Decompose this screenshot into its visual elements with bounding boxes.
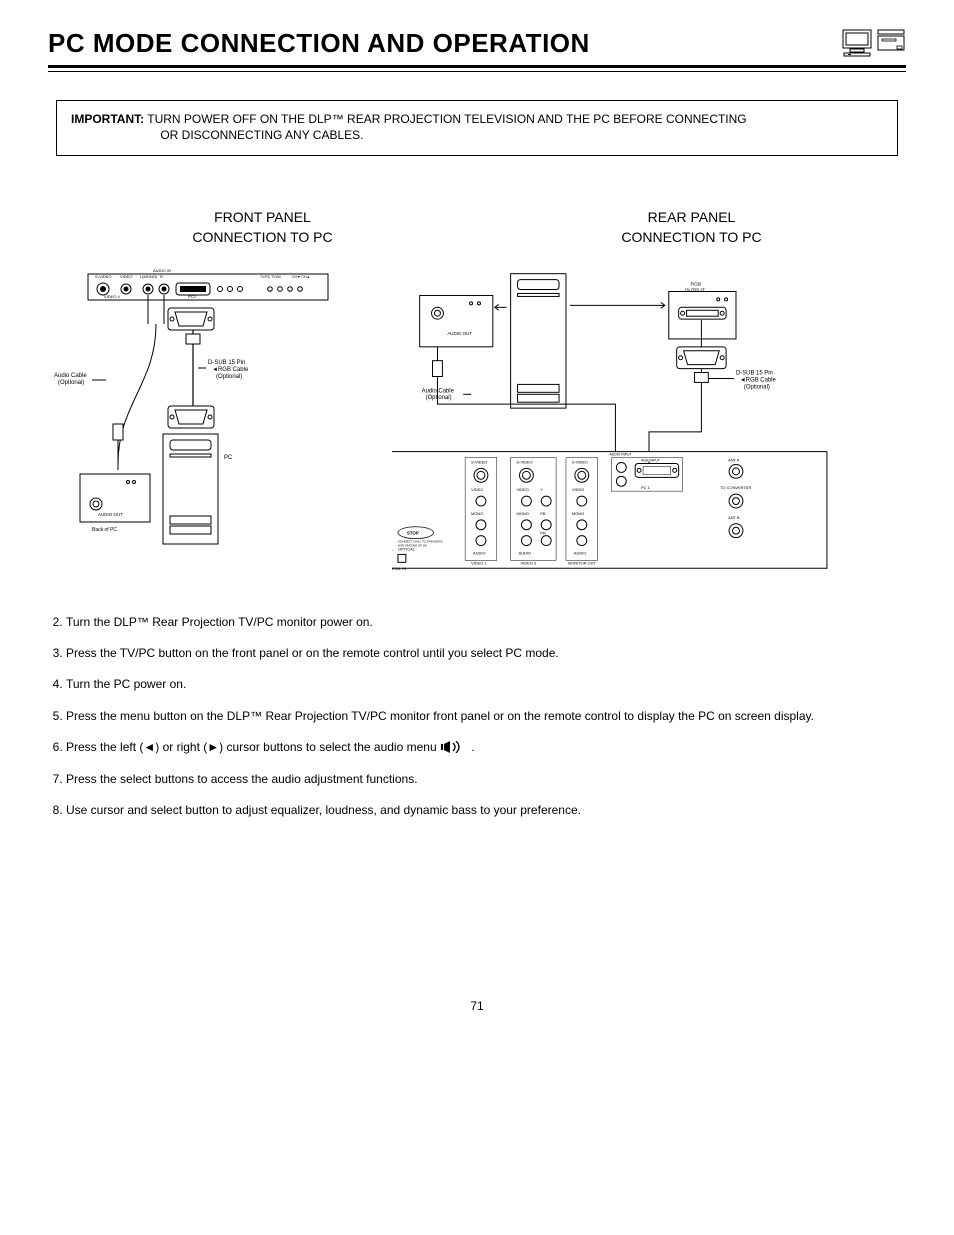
svg-text:PC2: PC2 <box>188 294 197 299</box>
left-cursor-icon: ◄ <box>143 740 155 754</box>
svg-text:AUDIO OUT: AUDIO OUT <box>447 331 472 336</box>
svg-text:DIGITAL IN: DIGITAL IN <box>392 566 406 571</box>
svg-text:MONO: MONO <box>572 510 584 515</box>
svg-text:◄RGB Cable: ◄RGB Cable <box>740 377 777 383</box>
header-underline-thin <box>48 71 906 72</box>
svg-text:AUDIO: AUDIO <box>574 550 586 555</box>
svg-text:CH▼ CH▲: CH▼ CH▲ <box>292 275 310 279</box>
svg-text:MONO: MONO <box>517 510 529 515</box>
svg-text:VIDEO: VIDEO <box>572 487 584 492</box>
important-box: IMPORTANT: TURN POWER OFF ON THE DLP™ RE… <box>56 100 898 156</box>
svg-text:Audio Cable: Audio Cable <box>422 388 455 394</box>
svg-text:PC: PC <box>224 455 233 461</box>
svg-text:S-VIDEO: S-VIDEO <box>95 274 111 279</box>
svg-text:VIDEO 3: VIDEO 3 <box>521 560 537 565</box>
svg-text:L(MONO): L(MONO) <box>140 274 158 279</box>
svg-text:VIDEO 1: VIDEO 1 <box>471 560 487 565</box>
right-cursor-icon: ► <box>207 740 219 754</box>
svg-text:(Optional): (Optional) <box>58 380 84 386</box>
svg-text:ANT A: ANT A <box>728 457 740 462</box>
svg-text:OUTPUT: OUTPUT <box>685 287 705 293</box>
front-panel-heading: FRONT PANEL CONNECTION TO PC <box>192 208 332 247</box>
svg-text:◄RGB Cable: ◄RGB Cable <box>212 367 249 373</box>
rear-panel-diagram: AUDIO OUT RGB OUTPUT D-SUB 15 Pin ◄RGB C… <box>392 264 906 574</box>
rear-panel-heading: REAR PANEL CONNECTION TO PC <box>621 208 761 247</box>
svg-text:AUDIO OUT: AUDIO OUT <box>98 512 123 517</box>
svg-text:D-SUB 15 Pin: D-SUB 15 Pin <box>736 370 773 376</box>
svg-text:MONITOR OUT: MONITOR OUT <box>568 560 597 565</box>
svg-text:ANT B: ANT B <box>728 514 740 519</box>
audio-menu-icon <box>440 741 468 753</box>
svg-text:OPTICAL: OPTICAL <box>398 546 416 551</box>
svg-text:AUDIO IN: AUDIO IN <box>153 268 171 273</box>
step-6: Press the left (◄) or right (►) cursor b… <box>66 739 906 756</box>
steps-list: Turn the DLP™ Rear Projection TV/PC moni… <box>48 614 906 820</box>
svg-text:D-SUB 15 Pin: D-SUB 15 Pin <box>208 360 245 366</box>
svg-text:TV/PC TV/AV: TV/PC TV/AV <box>260 275 282 279</box>
svg-text:S-VIDEO: S-VIDEO <box>572 459 588 464</box>
step-7: Press the select buttons to access the a… <box>66 771 906 788</box>
header-row: PC MODE CONNECTION AND OPERATION <box>48 28 906 68</box>
svg-text:(Optional): (Optional) <box>744 384 770 390</box>
svg-text:TO CONVERTER: TO CONVERTER <box>720 485 751 490</box>
page-container: PC MODE CONNECTION AND OPERATION IMPORTA… <box>0 0 954 1053</box>
svg-text:PR: PR <box>540 530 546 535</box>
svg-text:RGB: RGB <box>691 281 702 287</box>
step-4: Turn the PC power on. <box>66 676 906 693</box>
front-panel-diagram: AUDIO IN S-VIDEO VIDEO L(MONO) R VIDEO 4… <box>48 264 368 564</box>
svg-text:PC 1: PC 1 <box>641 485 650 490</box>
svg-text:Y: Y <box>540 487 543 492</box>
svg-text:VIDEO 4: VIDEO 4 <box>104 294 121 299</box>
important-text-2: OR DISCONNECTING ANY CABLES. <box>160 128 363 142</box>
diagrams-row: AUDIO IN S-VIDEO VIDEO L(MONO) R VIDEO 4… <box>48 264 906 574</box>
svg-text:PB: PB <box>540 510 546 515</box>
svg-text:AUDIO INPUT: AUDIO INPUT <box>609 452 632 456</box>
svg-text:S-VIDEO: S-VIDEO <box>517 459 533 464</box>
rear-panel-line2: CONNECTION TO PC <box>621 228 761 248</box>
svg-text:VIDEO: VIDEO <box>517 487 529 492</box>
important-label: IMPORTANT: <box>71 112 144 126</box>
rear-panel-line1: REAR PANEL <box>621 208 761 228</box>
svg-text:STOP: STOP <box>407 530 419 535</box>
svg-text:S-VIDEO: S-VIDEO <box>471 459 487 464</box>
svg-text:AUDIO: AUDIO <box>473 550 485 555</box>
step-3: Press the TV/PC button on the front pane… <box>66 645 906 662</box>
page-title: PC MODE CONNECTION AND OPERATION <box>48 28 590 59</box>
svg-text:VIDEO: VIDEO <box>471 487 483 492</box>
svg-text:(Optional): (Optional) <box>216 374 242 380</box>
front-panel-line1: FRONT PANEL <box>192 208 332 228</box>
monitor-pc-icon <box>842 28 906 58</box>
panel-headings-row: FRONT PANEL CONNECTION TO PC REAR PANEL … <box>48 208 906 247</box>
page-number: 71 <box>48 999 906 1013</box>
important-text-1: TURN POWER OFF ON THE DLP™ REAR PROJECTI… <box>147 112 746 126</box>
svg-text:R: R <box>160 274 163 279</box>
svg-text:AUDIO: AUDIO <box>519 550 531 555</box>
svg-text:Audio Cable: Audio Cable <box>54 373 87 379</box>
svg-text:RGB INPUT: RGB INPUT <box>641 458 661 462</box>
svg-text:MONO: MONO <box>471 510 483 515</box>
svg-text:VIDEO: VIDEO <box>120 274 132 279</box>
svg-text:Back of PC: Back of PC <box>92 527 117 533</box>
front-panel-line2: CONNECTION TO PC <box>192 228 332 248</box>
svg-text:(Optional): (Optional) <box>426 395 452 401</box>
step-5: Press the menu button on the DLP™ Rear P… <box>66 708 906 725</box>
step-8: Use cursor and select button to adjust e… <box>66 802 906 819</box>
step-2: Turn the DLP™ Rear Projection TV/PC moni… <box>66 614 906 631</box>
